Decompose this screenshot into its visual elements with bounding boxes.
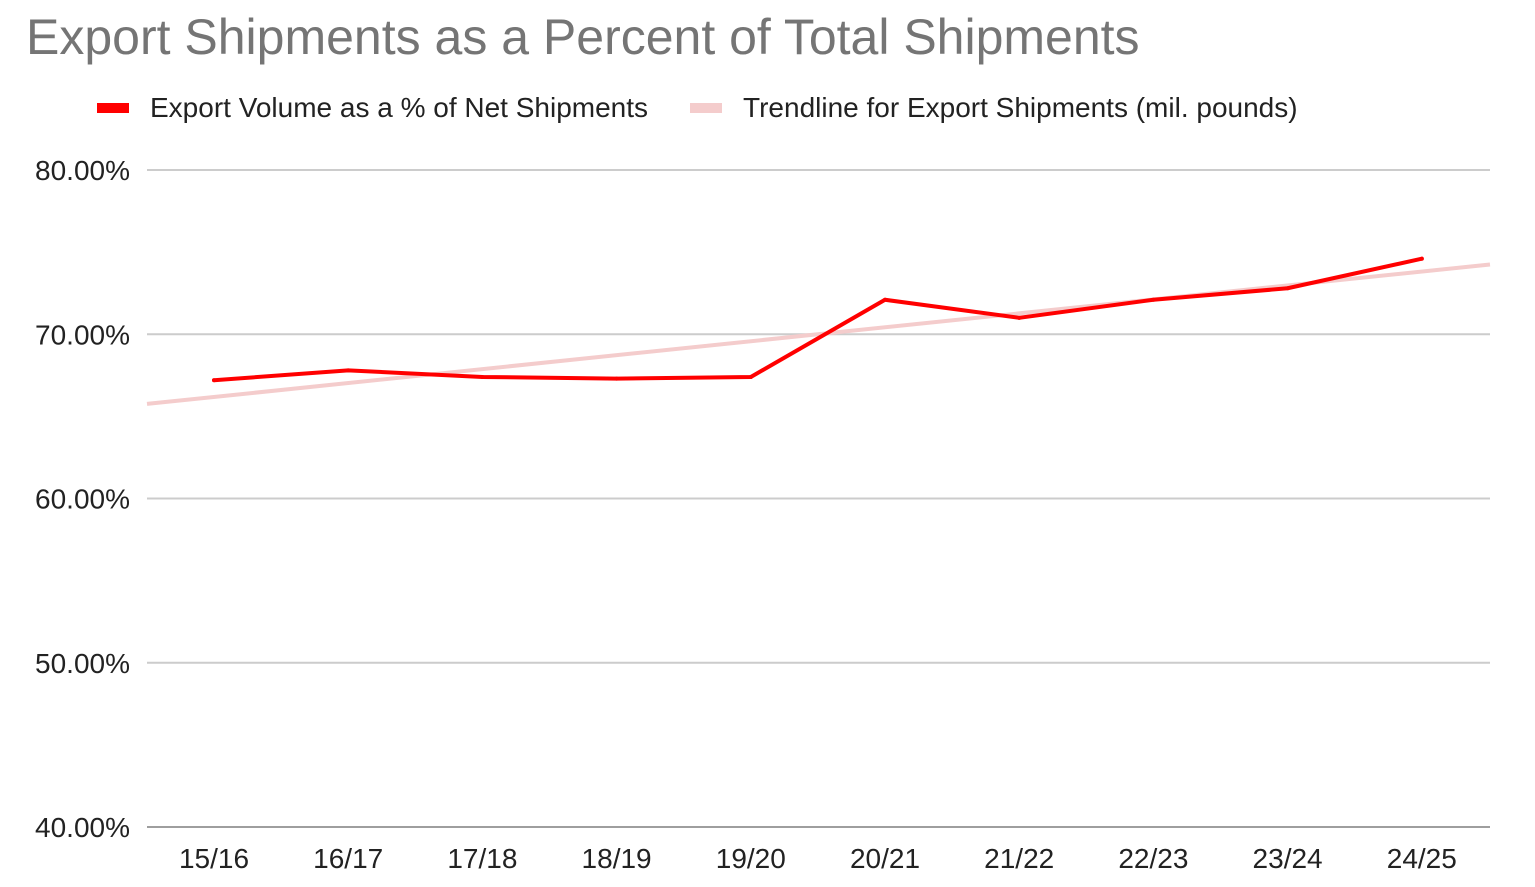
data-point (346, 368, 351, 373)
data-point (614, 376, 619, 381)
x-tick-label: 15/16 (179, 843, 249, 874)
y-tick-label: 50.00% (35, 648, 130, 679)
chart-title: Export Shipments as a Percent of Total S… (26, 9, 1140, 65)
legend-swatch-export-volume (97, 103, 129, 113)
legend-item-export-volume[interactable]: Export Volume as a % of Net Shipments (97, 92, 648, 124)
series-export-volume-line (212, 256, 1424, 383)
y-tick-label: 70.00% (35, 319, 130, 350)
data-point (212, 378, 216, 383)
x-tick-label: 23/24 (1253, 843, 1323, 874)
legend-item-trendline[interactable]: Trendline for Export Shipments (mil. pou… (690, 92, 1298, 124)
y-tick-label: 80.00% (35, 155, 130, 186)
y-tick-label: 60.00% (35, 484, 130, 515)
x-tick-label: 22/23 (1118, 843, 1188, 874)
legend-swatch-trendline (690, 103, 723, 113)
legend-label-export-volume: Export Volume as a % of Net Shipments (150, 92, 649, 123)
data-point (480, 374, 485, 379)
series-trendline (146, 262, 1491, 406)
data-point (1419, 256, 1424, 261)
legend: Export Volume as a % of Net Shipments Tr… (97, 88, 1340, 128)
data-point (748, 374, 753, 379)
x-tick-label: 19/20 (716, 843, 786, 874)
data-point (1151, 297, 1156, 302)
x-tick-label: 16/17 (313, 843, 383, 874)
data-point (1285, 286, 1290, 291)
x-tick-label: 24/25 (1387, 843, 1457, 874)
x-tick-label: 18/19 (582, 843, 652, 874)
x-tick-label: 21/22 (984, 843, 1054, 874)
y-tick-label: 40.00% (35, 812, 130, 843)
legend-label-trendline: Trendline for Export Shipments (mil. pou… (743, 92, 1298, 123)
x-tick-label: 17/18 (447, 843, 517, 874)
data-point (1017, 315, 1022, 320)
data-point (883, 297, 887, 302)
x-tick-label: 20/21 (850, 843, 920, 874)
